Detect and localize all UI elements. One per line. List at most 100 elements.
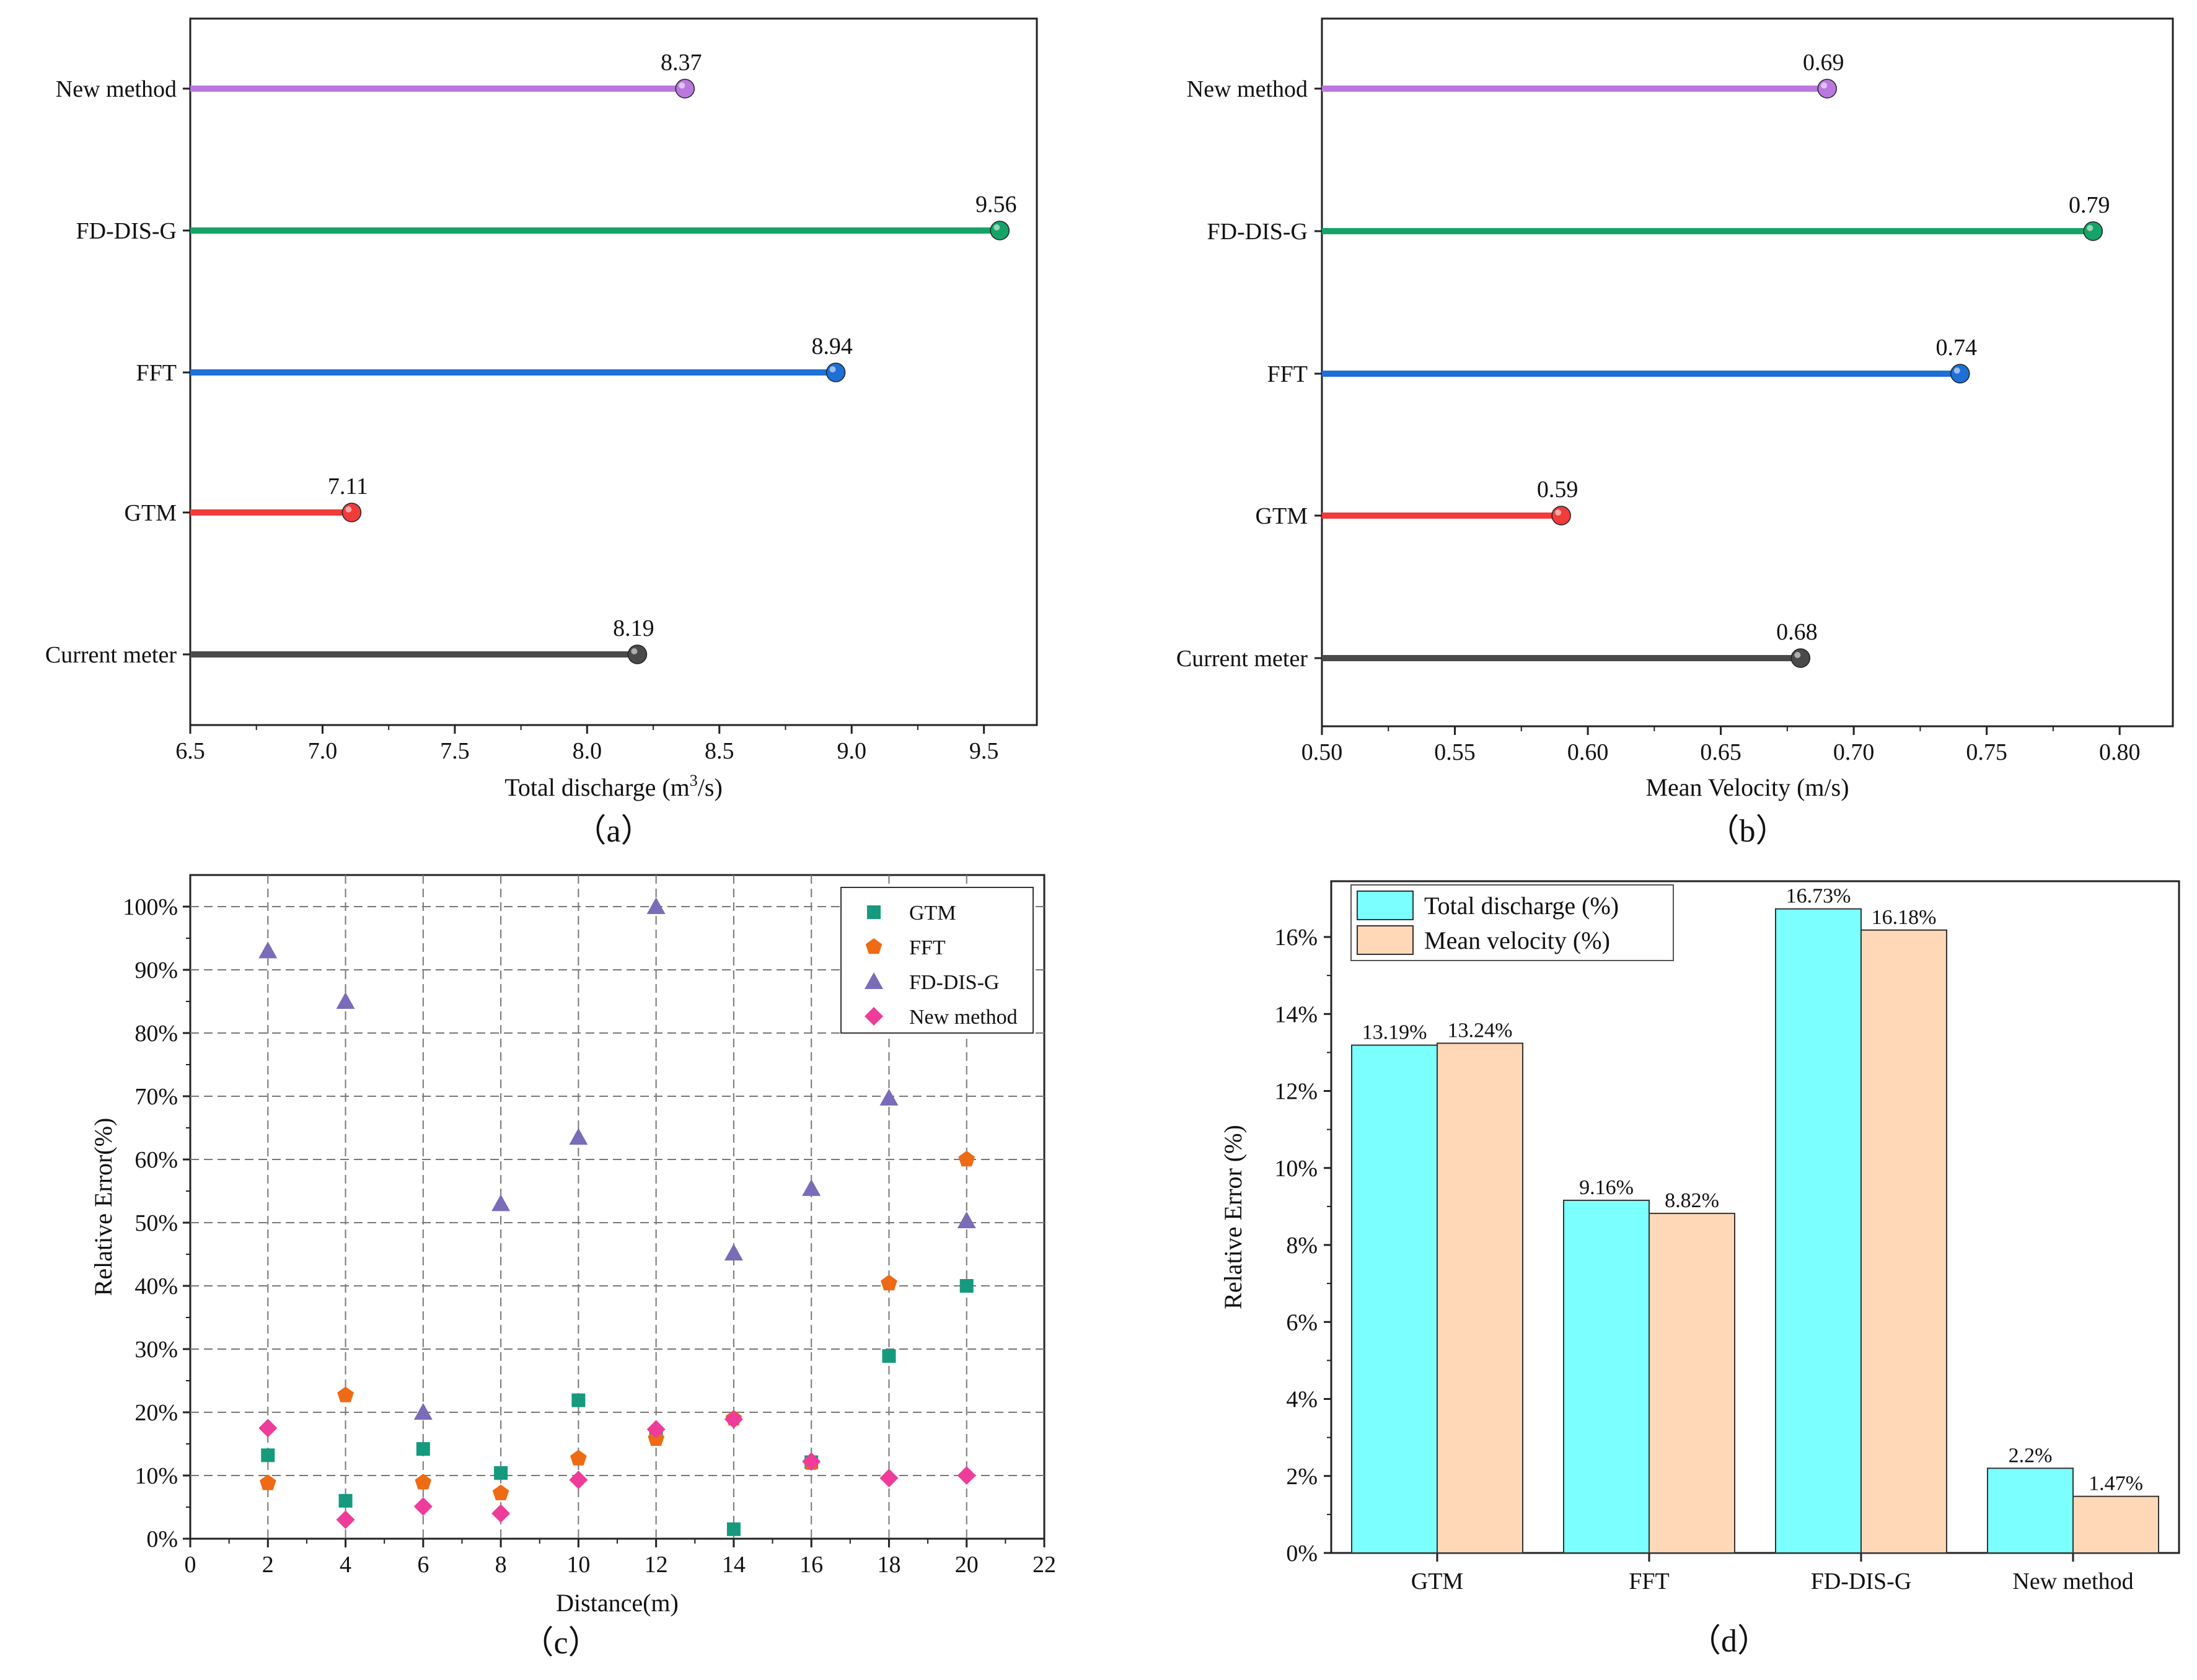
legend-marker — [867, 905, 881, 919]
category-label: New method — [1187, 76, 1308, 102]
value-label: 9.56 — [975, 191, 1017, 218]
scatter-point-pentagon — [958, 1151, 975, 1167]
scatter-point-pentagon — [260, 1474, 276, 1490]
y-tick-label: 60% — [134, 1147, 178, 1173]
lollipop-head — [1790, 648, 1811, 668]
x-tick-label: 0.80 — [2099, 739, 2141, 765]
scatter-point-triangle — [413, 1403, 433, 1420]
x-tick-label: 8 — [495, 1552, 507, 1578]
scatter-point-square — [959, 1279, 974, 1293]
category-label: FD-DIS-G — [1207, 219, 1308, 245]
category-label: FFT — [1267, 361, 1308, 387]
lollipop-head — [675, 79, 695, 99]
scatter-point-square — [882, 1349, 896, 1363]
bar-value-label: 13.19% — [1362, 1021, 1427, 1044]
lollipop-highlight — [1821, 82, 1828, 89]
scatter-point-diamond — [646, 1420, 666, 1439]
x-category-label: FD-DIS-G — [1811, 1568, 1912, 1594]
value-label: 8.19 — [613, 615, 654, 641]
scatter-point-diamond — [724, 1410, 743, 1429]
legend-label: FD-DIS-G — [909, 971, 999, 994]
y-axis-title: Relative Error (%) — [1219, 1125, 1247, 1309]
scatter-point-square — [416, 1442, 430, 1456]
bar-value-label: 2.2% — [2009, 1444, 2053, 1467]
x-tick-label: 0.75 — [1966, 739, 2007, 765]
scatter-point-square — [261, 1448, 275, 1462]
bar-value-label: 8.82% — [1665, 1189, 1719, 1212]
lollipop-highlight — [345, 506, 352, 512]
category-label: FFT — [136, 360, 177, 386]
scatter-point-pentagon — [337, 1386, 354, 1402]
x-category-label: GTM — [1411, 1568, 1463, 1594]
y-tick-label: 80% — [134, 1021, 178, 1047]
x-tick-label: 8.0 — [573, 738, 602, 764]
x-tick-label: 6.5 — [175, 738, 205, 764]
x-tick-label: 22 — [1032, 1552, 1056, 1578]
lollipop-highlight — [631, 648, 638, 654]
x-tick-label: 18 — [877, 1552, 900, 1578]
x-category-label: New method — [2012, 1568, 2133, 1594]
bar — [1563, 1199, 1650, 1554]
x-tick-label: 4 — [340, 1552, 351, 1578]
scatter-point-pentagon — [881, 1274, 897, 1291]
bar-value-label: 16.73% — [1786, 885, 1851, 908]
x-tick-label: 0.60 — [1567, 739, 1609, 765]
lollipop-head — [826, 363, 846, 382]
legend-label: FFT — [909, 936, 946, 959]
scatter-point-diamond — [413, 1497, 433, 1516]
x-category-label: FFT — [1629, 1568, 1669, 1594]
bar — [1860, 929, 1947, 1554]
x-tick-label: 8.5 — [705, 738, 734, 764]
scatter-point-triangle — [802, 1179, 821, 1196]
legend-marker — [865, 938, 883, 954]
scatter-point-pentagon — [415, 1474, 432, 1490]
bar — [1987, 1467, 2074, 1554]
legend-label: New method — [909, 1006, 1018, 1029]
panel-label: （b） — [1707, 814, 1787, 849]
value-label: 0.79 — [2069, 192, 2110, 218]
panel-c-relative-error-scatter: 0 2 4 6 8 10 12 14 16 18 20 22 0% 10% 20% 30% 40% 50% 60% 7… — [89, 874, 1056, 1661]
scatter-point-diamond — [336, 1510, 355, 1529]
x-axis-title: Mean Velocity (m/s) — [1645, 773, 1849, 801]
x-axis-title: Distance(m) — [556, 1589, 679, 1617]
plot-frame — [1330, 880, 2180, 1554]
category-label: Current meter — [1176, 646, 1308, 672]
category-label: GTM — [125, 500, 177, 526]
lollipop-head — [341, 503, 362, 522]
lollipop-highlight — [2087, 225, 2094, 231]
y-tick-label: 40% — [134, 1273, 178, 1300]
y-tick-label: 10% — [1274, 1156, 1318, 1182]
x-tick-label: 10 — [566, 1552, 590, 1578]
y-axis-title: Relative Error(%) — [89, 1118, 117, 1296]
x-tick-label: 14 — [722, 1552, 746, 1578]
scatter-point-triangle — [724, 1243, 743, 1260]
y-tick-label: 90% — [134, 957, 178, 983]
x-tick-label: 0 — [185, 1552, 196, 1578]
category-label: GTM — [1256, 503, 1308, 529]
value-label: 0.59 — [1537, 477, 1578, 503]
value-label: 0.69 — [1803, 50, 1844, 76]
lollipop-highlight — [1794, 652, 1801, 658]
scatter-point-pentagon — [570, 1449, 587, 1466]
y-tick-label: 8% — [1286, 1233, 1318, 1259]
y-tick-label: 4% — [1286, 1387, 1318, 1413]
y-tick-label: 0% — [1286, 1541, 1318, 1567]
y-tick-label: 30% — [134, 1337, 178, 1363]
lollipop-head — [1817, 79, 1837, 99]
scatter-point-triangle — [258, 941, 278, 959]
panel-label: （a） — [574, 814, 653, 849]
bar-value-label: 1.47% — [2089, 1472, 2143, 1495]
x-axis-title: Total discharge (m3/s) — [504, 772, 723, 801]
panel-b-mean-velocity-chart: 0.50 0.55 0.60 0.65 0.70 0.75 0.80 New method 0.… — [1176, 17, 2174, 849]
bar — [1437, 1042, 1523, 1554]
lollipop-head — [1551, 506, 1571, 526]
bar — [1775, 908, 1862, 1554]
scatter-point-triangle — [879, 1089, 899, 1106]
y-tick-label: 14% — [1274, 1001, 1318, 1027]
bar — [1351, 1044, 1438, 1554]
scatter-point-diamond — [879, 1469, 899, 1488]
x-tick-label: 0.50 — [1301, 739, 1343, 765]
legend-marker — [865, 1007, 883, 1026]
value-label: 8.37 — [661, 50, 702, 76]
